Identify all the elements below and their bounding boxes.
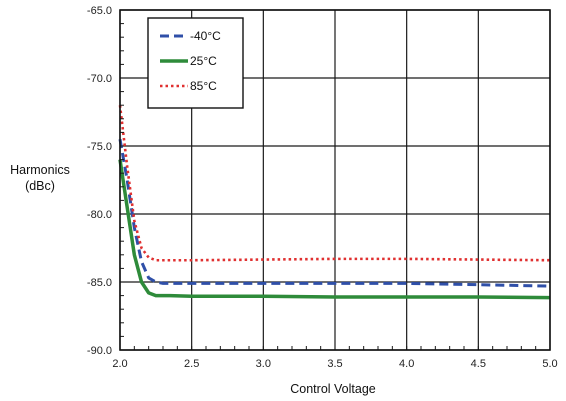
x-tick-label: 3.0 — [256, 358, 271, 370]
x-tick-label: 4.0 — [399, 358, 414, 370]
series-group — [118, 105, 551, 300]
x-tick-label: 3.5 — [327, 358, 342, 370]
y-tick-label: -65.0 — [87, 5, 112, 17]
y-axis-label-line-2: (dBc) — [25, 179, 55, 193]
series-line-2 — [118, 105, 551, 262]
plot-frame — [119, 9, 551, 351]
legend-label-1: 25°C — [190, 54, 217, 68]
legend-label-0: -40°C — [190, 29, 221, 43]
legend-box — [147, 17, 244, 109]
y-tick-label: -90.0 — [87, 345, 112, 357]
legend: -40°C 25°C 85°C — [147, 17, 244, 109]
x-tick-label: 2.0 — [112, 358, 127, 370]
series-line-1 — [118, 159, 551, 300]
y-tick-label: -85.0 — [87, 277, 112, 289]
y-tick-label: -80.0 — [87, 209, 112, 221]
series-line-0 — [118, 138, 551, 288]
y-axis-label-line-1: Harmonics — [10, 163, 70, 177]
x-axis-label: Control Voltage — [290, 382, 376, 396]
legend-label-2: 85°C — [190, 79, 217, 93]
y-tick-label: -70.0 — [87, 73, 112, 85]
x-tick-label: 4.5 — [471, 358, 486, 370]
x-tick-label: 2.5 — [184, 358, 199, 370]
axes: 2.0 2.5 3.0 3.5 4.0 4.5 5.0 -65.0 -70.0 -75.0 -80.… — [87, 5, 558, 370]
y-tick-label: -75.0 — [87, 141, 112, 153]
x-tick-label: 5.0 — [542, 358, 557, 370]
